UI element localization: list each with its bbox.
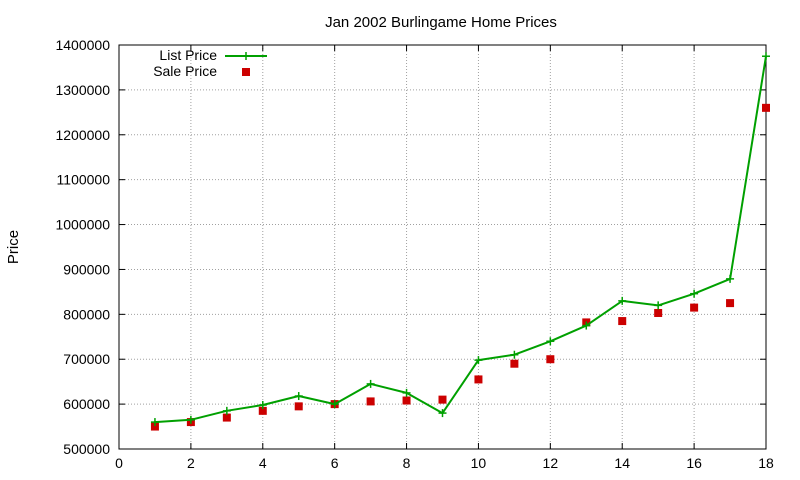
list-price-point	[582, 321, 591, 330]
y-tick-label: 600000	[63, 396, 110, 412]
x-tick-label: 18	[758, 455, 774, 471]
list-price-point	[186, 415, 195, 424]
x-tick-label: 4	[259, 455, 267, 471]
list-price-point	[726, 274, 735, 283]
y-tick-label: 1300000	[55, 82, 110, 98]
sale-price-point	[510, 359, 519, 368]
y-tick-label: 1200000	[55, 127, 110, 143]
list-price-point	[762, 52, 770, 61]
legend-label-sale-price: Sale Price	[153, 63, 217, 79]
axis-ticks: 0 2 4 6 8 10 12 14 16 18 500000 600000 700000 800000 9…	[55, 37, 774, 471]
y-tick-label: 500000	[63, 441, 110, 457]
sale-price-point	[258, 406, 267, 415]
x-tick-label: 8	[403, 455, 411, 471]
y-axis-label: Price	[5, 230, 22, 264]
list-price-point	[222, 406, 231, 415]
series	[150, 52, 770, 431]
sale-price-point	[474, 375, 483, 384]
list-price-point	[654, 301, 663, 310]
list-price-point	[402, 388, 411, 397]
list-price-point	[618, 296, 627, 305]
sale-price-point	[546, 355, 555, 364]
list-price-point	[150, 418, 159, 427]
sale-price-point	[294, 402, 303, 411]
y-tick-label: 700000	[63, 351, 110, 367]
sale-price-point	[762, 103, 770, 112]
list-price-point	[330, 400, 339, 409]
x-tick-label: 16	[686, 455, 702, 471]
y-tick-label: 1400000	[55, 37, 110, 53]
legend-label-list-price: List Price	[159, 47, 217, 63]
list-price-point	[690, 289, 699, 298]
y-tick-label: 1100000	[57, 172, 111, 188]
x-tick-label: 0	[115, 455, 123, 471]
x-tick-label: 12	[543, 455, 559, 471]
list-price-point	[474, 356, 483, 365]
y-tick-label: 1000000	[55, 217, 110, 233]
x-tick-label: 2	[187, 455, 195, 471]
sale-price-point	[438, 395, 447, 404]
plot-frame	[118, 44, 767, 450]
sale-price-point	[654, 308, 663, 317]
sale-price-point	[618, 317, 627, 326]
sale-price-point	[366, 397, 375, 406]
list-price-point	[258, 401, 267, 410]
y-tick-label: 900000	[63, 261, 110, 277]
sale-price-point	[402, 396, 411, 405]
list-price-point	[546, 337, 555, 346]
list-price-point	[294, 392, 303, 401]
list-price-point	[510, 350, 519, 359]
sale-price-point	[150, 422, 159, 431]
list-price-point	[438, 409, 447, 418]
legend-swatch-sale-price	[242, 68, 250, 76]
chart-title: Jan 2002 Burlingame Home Prices	[325, 14, 557, 31]
grid	[119, 45, 766, 449]
x-tick-label: 10	[471, 455, 487, 471]
x-tick-label: 14	[614, 455, 630, 471]
y-tick-label: 800000	[63, 306, 110, 322]
sale-price-point	[222, 413, 231, 422]
list-price-point	[366, 379, 375, 388]
sale-price-point	[690, 303, 699, 312]
x-tick-label: 6	[331, 455, 339, 471]
sale-price-point	[726, 299, 735, 308]
list-price-line	[154, 56, 767, 424]
legend-marker-list-price	[242, 52, 250, 60]
